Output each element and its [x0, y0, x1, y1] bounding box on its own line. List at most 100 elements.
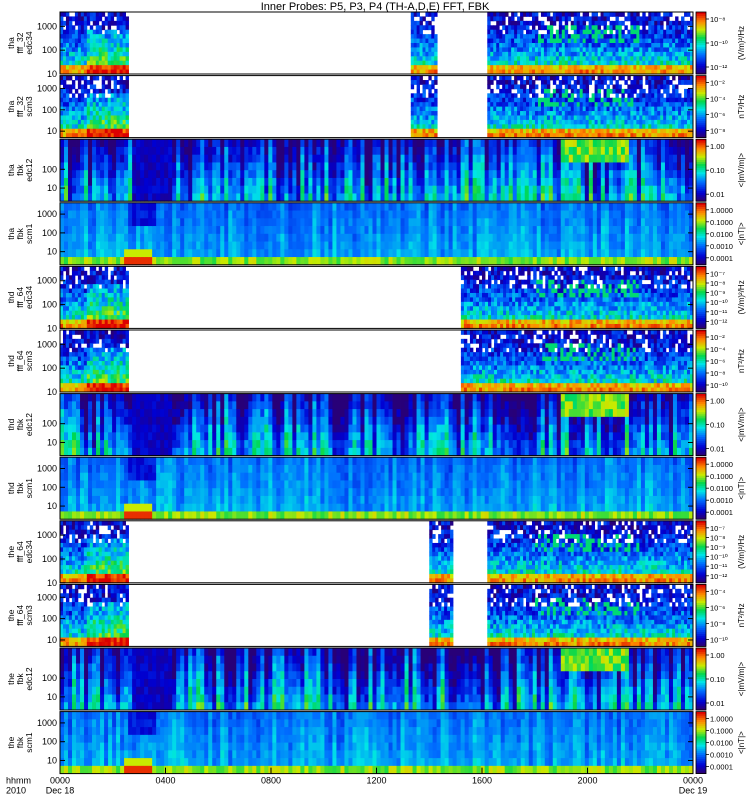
spectrogram-cell [532, 193, 538, 202]
spectrogram-cell [376, 193, 381, 202]
spectrogram-cell [65, 16, 70, 22]
spectrogram-cell [83, 128, 88, 134]
spectrogram-cell [208, 170, 213, 179]
spectrogram-cell [588, 139, 594, 148]
spectrogram-cell [572, 185, 578, 194]
spectrogram-cell [122, 93, 126, 99]
spectrogram-cell [100, 257, 105, 266]
spectrogram-cell [687, 133, 691, 138]
spectrogram-cell [416, 170, 421, 179]
spectrogram-cell [511, 20, 515, 26]
spectrogram-cell [124, 257, 129, 266]
spectrogram-cell [424, 202, 429, 211]
spectrogram-cell [112, 210, 117, 219]
spectrogram-cell [324, 249, 329, 258]
spectrogram-cell [684, 47, 688, 53]
spectrogram-cell [452, 193, 458, 202]
spectrogram-cell [480, 218, 486, 227]
spectrogram-cell [74, 124, 79, 130]
spectrogram-cell [124, 210, 129, 219]
spectrogram-cell [384, 249, 389, 258]
spectrogram-cell [125, 97, 129, 103]
spectrogram-cell [499, 133, 503, 138]
spectrogram-cell [600, 12, 604, 17]
spectrogram-cell [570, 75, 575, 81]
spectrogram-cell [236, 170, 241, 179]
spectrogram-cell [608, 177, 614, 187]
spectrogram-cell [160, 154, 165, 163]
spectrogram-cell [436, 177, 441, 187]
spectrogram-cell [532, 139, 538, 148]
spectrogram-cell [364, 218, 369, 227]
spectrogram-cell [615, 16, 619, 22]
spectrogram-cell [520, 233, 526, 242]
spectrogram-cell [74, 60, 79, 66]
spectrogram-cell [508, 56, 512, 62]
spectrogram-cell [552, 162, 558, 171]
spectrogram-cell [516, 177, 522, 187]
spectrogram-cell [428, 65, 432, 70]
spectrogram-cell [615, 115, 619, 121]
spectrogram-cell [472, 154, 478, 163]
spectrogram-cell [152, 185, 157, 194]
spectrogram-cell [68, 249, 73, 258]
spectrogram-cell [98, 65, 103, 70]
spectrogram-cell [523, 84, 527, 90]
spectrogram-cell [600, 128, 604, 134]
spectrogram-cell [546, 69, 551, 75]
spectrogram-cell [72, 146, 77, 156]
spectrogram-cell [68, 139, 73, 148]
spectrogram-cell [404, 249, 409, 258]
spectrogram-cell [372, 210, 377, 219]
spectrogram-cell [208, 139, 213, 148]
spectrogram-cell [690, 124, 694, 130]
spectrogram-cell [316, 210, 321, 219]
spectrogram-cell [612, 69, 616, 75]
spectrogram-cell [546, 43, 551, 48]
colorbar-cell [696, 69, 706, 73]
spectrogram-cell [672, 25, 676, 31]
spectrogram-cell [212, 257, 217, 266]
spectrogram-cell [490, 65, 494, 70]
spectrogram-cell [499, 16, 503, 22]
spectrogram-cell [529, 119, 533, 125]
spectrogram-cell [628, 162, 634, 171]
spectrogram-cell [612, 38, 616, 44]
spectrogram-cell [300, 210, 305, 219]
spectrogram-cell [546, 16, 551, 22]
spectrogram-cell [68, 177, 73, 187]
spectrogram-cell [428, 202, 433, 211]
spectrogram-cell [432, 233, 437, 242]
spectrogram-cell [356, 193, 361, 202]
spectrogram-cell [368, 185, 373, 194]
spectrogram-cell [244, 226, 249, 235]
spectrogram-cell [633, 65, 637, 70]
spectrogram-cell [236, 241, 241, 250]
spectrogram-cell [675, 16, 679, 22]
spectrogram-cell [540, 226, 546, 235]
spectrogram-cell [630, 128, 634, 134]
spectrogram-cell [172, 257, 177, 266]
spectrogram-cell [664, 193, 670, 202]
spectrogram-cell [496, 25, 500, 31]
spectrogram-cell [410, 38, 415, 44]
spectrogram-cell [256, 146, 261, 156]
spectrogram-cell [624, 111, 628, 116]
spectrogram-cell [476, 233, 482, 242]
spectrogram-cell [448, 249, 454, 258]
spectrogram-cell [512, 233, 518, 242]
spectrogram-cell [416, 119, 420, 125]
spectrogram-cell [546, 80, 551, 85]
spectrogram-cell [621, 124, 625, 130]
spectrogram-cell [272, 177, 277, 187]
spectrogram-cell [666, 12, 670, 17]
spectrogram-cell [520, 162, 526, 171]
spectrogram-cell [532, 185, 538, 194]
spectrogram-cell [410, 93, 415, 99]
spectrogram-cell [528, 257, 534, 266]
spectrogram-cell [624, 16, 628, 22]
spectrogram-cell [558, 29, 563, 35]
spectrogram-cell [320, 233, 325, 242]
spectrogram-cell [444, 154, 450, 163]
spectrogram-cell [336, 177, 341, 187]
